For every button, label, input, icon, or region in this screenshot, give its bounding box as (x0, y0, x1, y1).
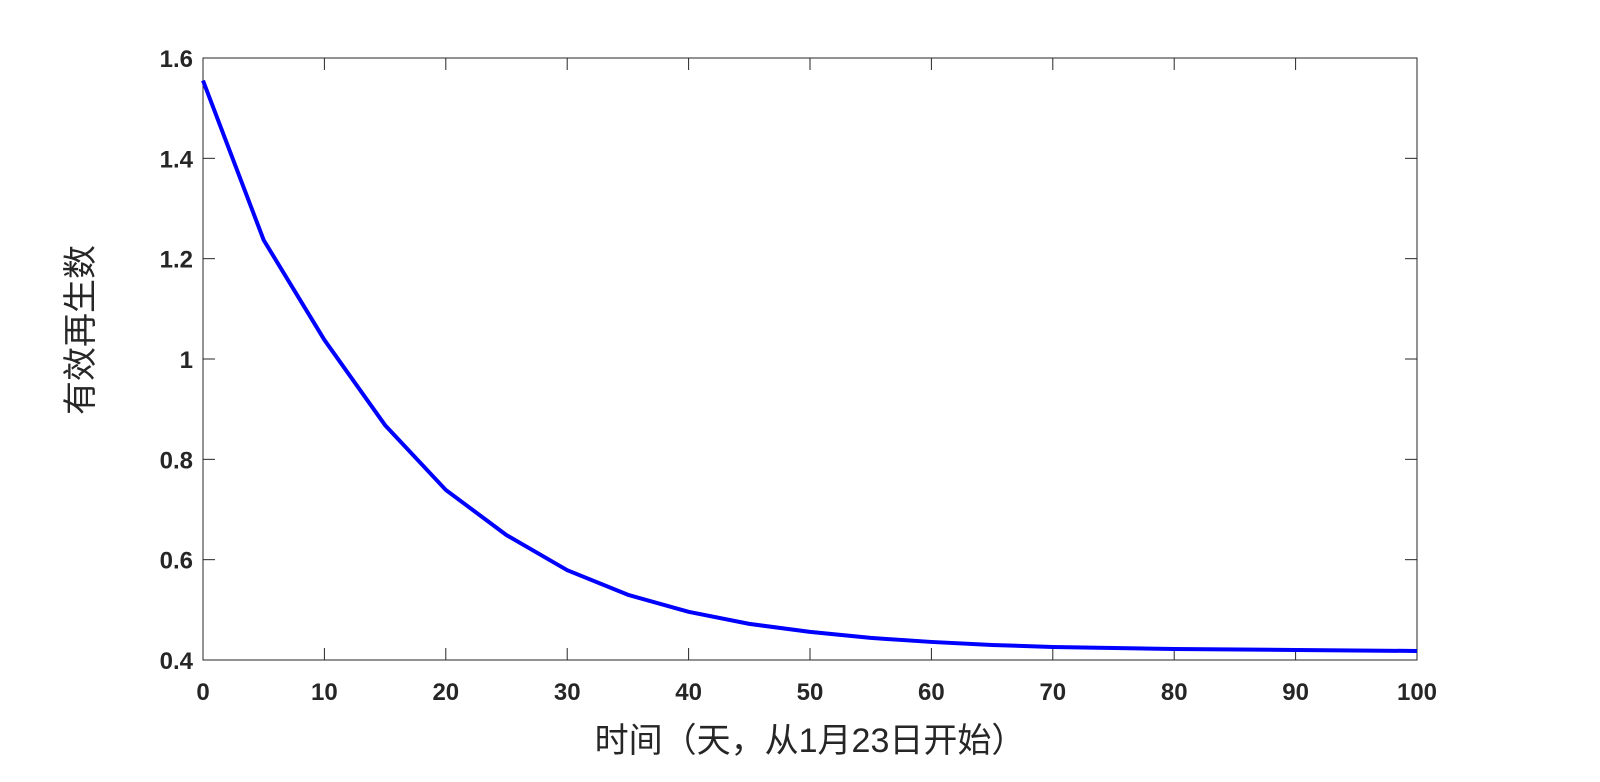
y-axis-label: 有效再生数 (62, 245, 100, 415)
x-tick-label: 20 (432, 679, 459, 706)
x-tick-label: 50 (797, 679, 824, 706)
x-axis-label: 时间（天，从1月23日开始） (595, 722, 1026, 760)
x-tick-label: 0 (196, 679, 209, 706)
y-tick-label: 1.6 (160, 46, 193, 73)
y-tick-label: 0.6 (160, 548, 193, 575)
data-line (201, 79, 1418, 653)
x-tick-label: 90 (1282, 679, 1309, 706)
x-tick-label: 10 (311, 679, 338, 706)
x-tick-label: 60 (918, 679, 945, 706)
x-tick-label: 70 (1039, 679, 1066, 706)
y-tick-label: 1.2 (160, 247, 193, 274)
y-tick-label: 1.4 (160, 146, 194, 173)
plot-frame (202, 57, 1418, 661)
x-tick-label: 100 (1397, 679, 1437, 706)
y-tick-label: 0.8 (160, 447, 193, 474)
x-tick-label: 30 (554, 679, 581, 706)
x-tick-label: 40 (675, 679, 702, 706)
y-tick-label: 0.4 (160, 648, 194, 675)
x-tick-label: 80 (1161, 679, 1188, 706)
y-tick-label: 1 (180, 347, 193, 374)
